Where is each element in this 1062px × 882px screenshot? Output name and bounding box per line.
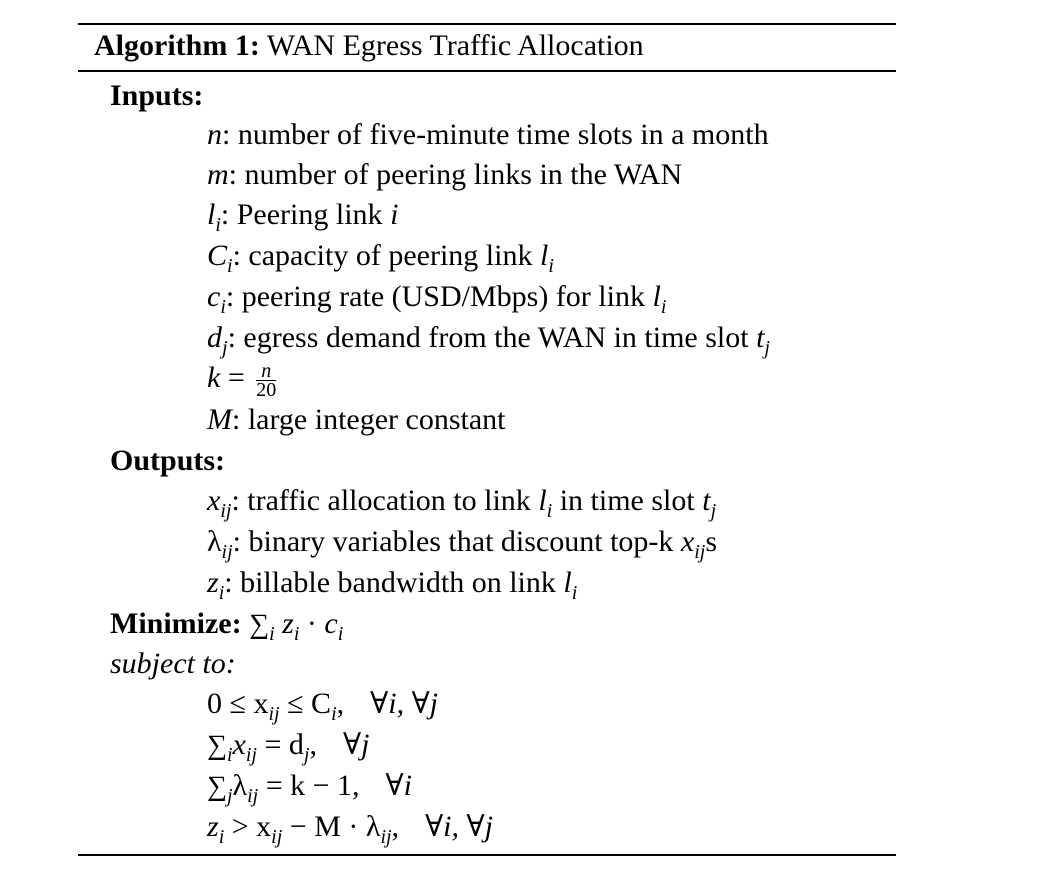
- input-m: m: number of peering links in the WAN: [207, 158, 683, 191]
- subject-to-heading: subject to:: [110, 647, 236, 680]
- objective: Minimize: ∑i zi · ci: [110, 607, 344, 645]
- input-k: k = n 20: [207, 359, 277, 401]
- k-fraction: n 20: [256, 359, 277, 401]
- output-lambda: λij: binary variables that discount top-…: [207, 525, 718, 563]
- algorithm-label: Algorithm 1:: [94, 29, 260, 62]
- input-c: ci: peering rate (USD/Mbps) for link li: [207, 280, 667, 318]
- input-M: M: large integer constant: [207, 403, 506, 436]
- output-x: xij: traffic allocation to link li in ti…: [207, 484, 717, 522]
- input-l: li: Peering link i: [207, 198, 399, 236]
- algorithm-name: WAN Egress Traffic Allocation: [266, 29, 644, 62]
- constraint-billable: zi > xij − M · λij, ∀i, ∀j: [207, 810, 493, 848]
- input-n: n: number of five-minute time slots in a…: [207, 118, 769, 151]
- output-z: zi: billable bandwidth on link li: [207, 566, 578, 604]
- constraint-demand: ∑ixij = dj, ∀j: [207, 728, 370, 766]
- constraint-capacity: 0 ≤ xij ≤ Ci, ∀i, ∀j: [207, 687, 439, 725]
- top-rule: [78, 23, 896, 25]
- minimize-label: Minimize:: [110, 607, 242, 640]
- constraint-topk: ∑jλij = k − 1, ∀i: [207, 769, 412, 807]
- input-d: dj: egress demand from the WAN in time s…: [207, 321, 770, 359]
- algorithm-title: Algorithm 1: WAN Egress Traffic Allocati…: [94, 28, 644, 64]
- outputs-heading: Outputs:: [110, 444, 226, 477]
- bottom-rule: [78, 854, 896, 856]
- inputs-heading: Inputs:: [110, 79, 204, 112]
- input-C: Ci: capacity of peering link li: [207, 239, 554, 277]
- title-rule: [78, 70, 896, 72]
